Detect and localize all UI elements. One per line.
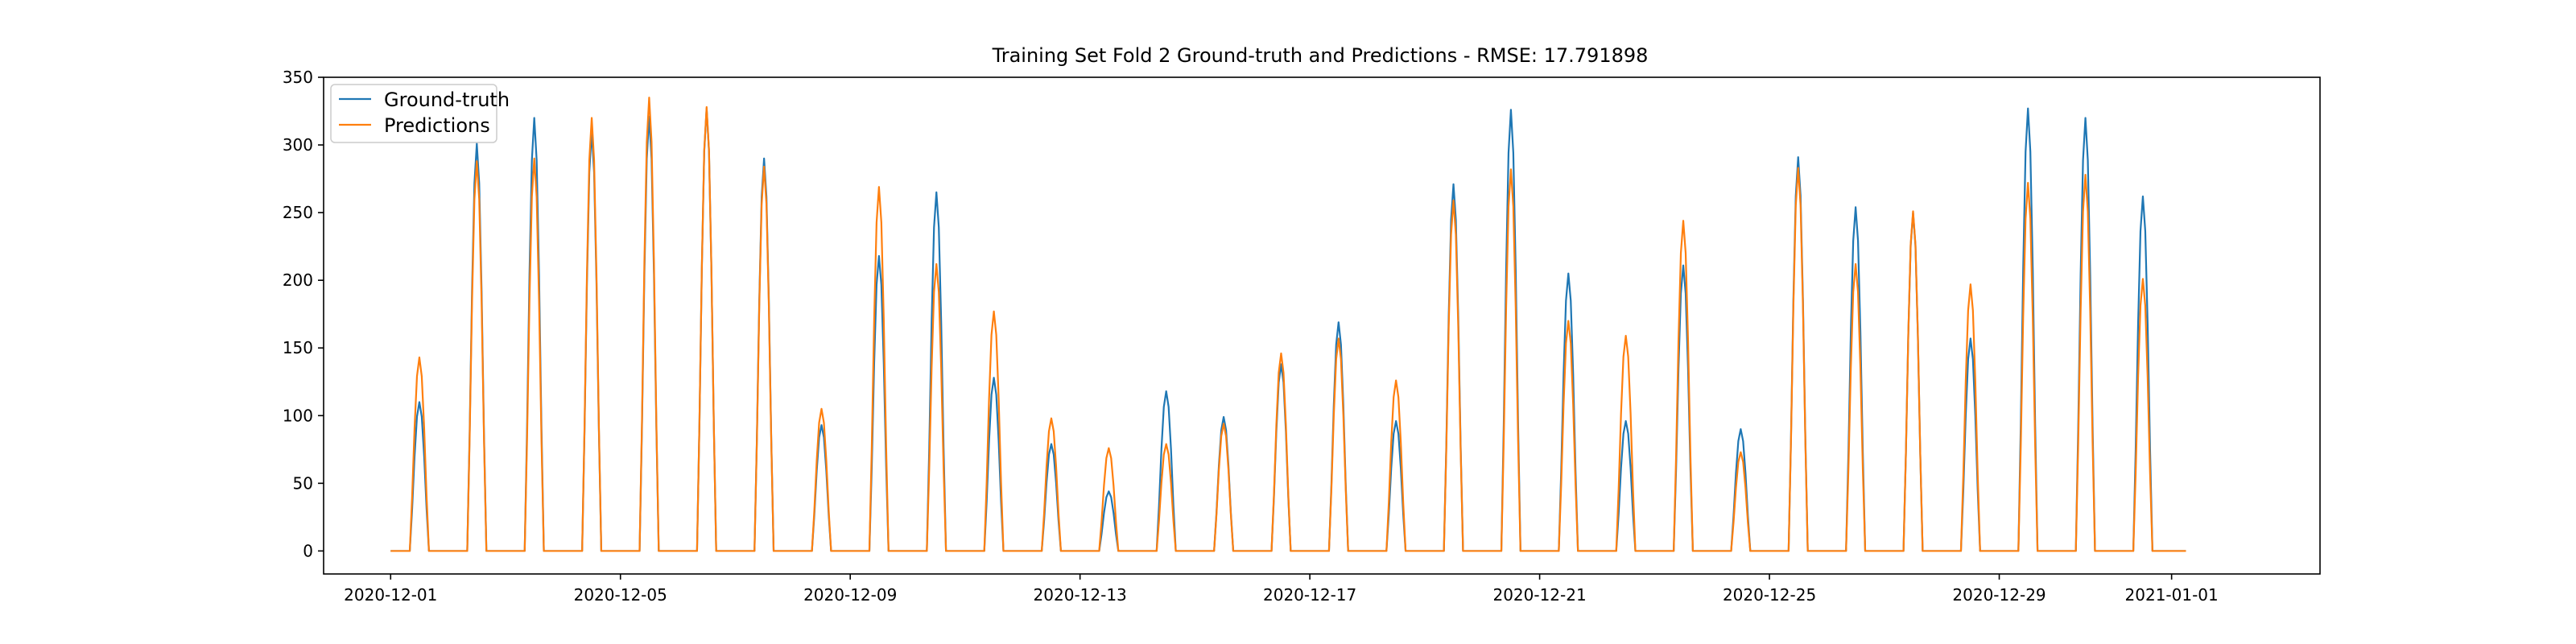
y-tick-label: 300 [283,135,313,155]
series-line-predictions [390,97,2186,552]
y-tick-label: 0 [303,541,313,560]
x-tick-label: 2020-12-09 [803,585,897,605]
x-tick-label: 2020-12-25 [1723,585,1816,605]
axes: 0 50 100 150 200 250 300 350 2020-12-01 2020-12-0… [283,68,2321,605]
legend: Ground-truth Predictions [330,84,510,143]
legend-label-predictions: Predictions [384,114,490,137]
y-tick-label: 50 [293,473,313,493]
legend-frame [330,84,497,143]
x-tick-label: 2020-12-29 [1952,585,2046,605]
plot-area [390,97,2186,552]
y-tick-label: 150 [283,338,313,357]
y-tick-label: 350 [283,68,313,87]
y-tick-label: 200 [283,270,313,290]
y-tick-label: 100 [283,406,313,425]
x-tick-label: 2020-12-21 [1492,585,1586,605]
legend-label-ground-truth: Ground-truth [384,89,510,111]
chart-title: Training Set Fold 2 Ground-truth and Pre… [992,44,1649,67]
x-tick-label: 2020-12-13 [1034,585,1127,605]
y-tick-label: 250 [283,203,313,222]
x-tick-label: 2020-12-05 [574,585,667,605]
x-tick-label: 2020-12-17 [1263,585,1356,605]
plot-frame [323,76,2321,575]
x-tick-label: 2021-01-01 [2125,585,2219,605]
x-tick-label: 2020-12-01 [344,585,437,605]
